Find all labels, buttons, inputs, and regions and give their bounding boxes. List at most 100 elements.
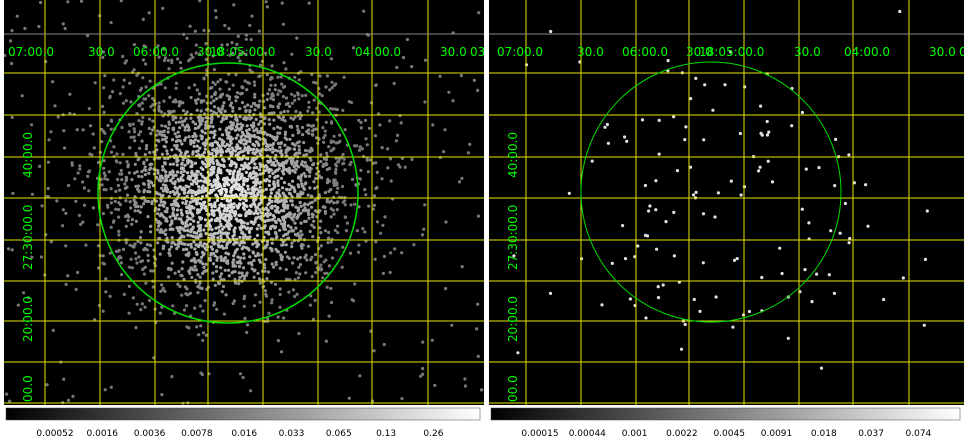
source-dot bbox=[201, 271, 205, 275]
source-dot bbox=[133, 139, 137, 143]
source-dot bbox=[294, 167, 298, 171]
source-dot bbox=[243, 146, 247, 150]
source-dot bbox=[249, 261, 253, 265]
source-dot bbox=[195, 173, 199, 177]
source-dot bbox=[177, 120, 182, 124]
source-dot bbox=[714, 295, 718, 299]
source-dot bbox=[232, 254, 236, 258]
source-dot bbox=[293, 232, 297, 237]
source-dot bbox=[158, 203, 162, 207]
source-dot bbox=[207, 223, 212, 227]
source-dot bbox=[229, 190, 233, 194]
source-dot bbox=[147, 94, 151, 98]
source-dot bbox=[269, 280, 274, 284]
source-dot bbox=[258, 172, 263, 176]
source-dot bbox=[337, 160, 341, 164]
source-dot bbox=[127, 311, 131, 315]
source-dot bbox=[770, 180, 775, 184]
source-dot bbox=[295, 159, 299, 163]
source-dot bbox=[259, 217, 263, 221]
source-dot bbox=[149, 105, 153, 109]
source-dot bbox=[242, 221, 246, 225]
source-dot bbox=[134, 205, 138, 209]
source-dot bbox=[215, 256, 219, 260]
source-dot bbox=[173, 271, 177, 275]
source-dot bbox=[90, 153, 94, 157]
source-dot bbox=[144, 147, 148, 151]
source-dot bbox=[175, 147, 179, 151]
source-dot bbox=[512, 254, 516, 258]
source-dot bbox=[160, 186, 164, 190]
source-dot bbox=[234, 136, 238, 140]
source-dot bbox=[270, 301, 274, 305]
source-dot bbox=[279, 141, 283, 145]
source-dot bbox=[256, 252, 260, 256]
source-dot bbox=[142, 44, 146, 48]
source-dot bbox=[100, 127, 104, 131]
source-dot bbox=[268, 198, 272, 202]
source-dot bbox=[191, 179, 195, 183]
source-dot bbox=[22, 291, 26, 295]
source-dot bbox=[335, 201, 339, 205]
source-dot bbox=[187, 269, 191, 273]
source-dot bbox=[300, 125, 305, 130]
source-dot bbox=[296, 276, 300, 280]
source-dot bbox=[281, 191, 285, 195]
source-dot bbox=[79, 0, 84, 3]
source-dot bbox=[185, 325, 189, 329]
source-dot bbox=[10, 61, 14, 66]
region-circle bbox=[97, 62, 359, 324]
source-dot bbox=[242, 142, 246, 146]
source-dot bbox=[291, 117, 296, 121]
source-dot bbox=[304, 271, 308, 275]
source-dot bbox=[268, 143, 272, 147]
source-dot bbox=[226, 261, 230, 265]
source-dot bbox=[225, 133, 229, 137]
source-dot bbox=[253, 83, 257, 87]
source-dot bbox=[173, 180, 177, 184]
source-dot bbox=[214, 265, 219, 269]
source-dot bbox=[320, 176, 324, 180]
source-dot bbox=[287, 182, 291, 186]
source-dot bbox=[145, 158, 149, 162]
source-dot bbox=[735, 257, 739, 261]
source-dot bbox=[364, 137, 368, 141]
source-dot bbox=[114, 159, 118, 163]
source-dot bbox=[222, 257, 227, 261]
source-dot bbox=[146, 199, 150, 204]
source-dot bbox=[157, 178, 162, 182]
ra-label: 18:05:00.0 bbox=[210, 45, 275, 59]
source-dot bbox=[247, 211, 251, 216]
source-dot bbox=[241, 266, 246, 270]
source-dot bbox=[159, 221, 163, 226]
source-dot bbox=[155, 148, 159, 152]
source-dot bbox=[275, 168, 279, 172]
source-dot bbox=[242, 277, 246, 281]
source-dot bbox=[199, 204, 204, 208]
source-dot bbox=[166, 175, 170, 179]
source-dot bbox=[163, 145, 167, 149]
source-dot bbox=[202, 242, 206, 246]
source-dot bbox=[359, 126, 363, 130]
source-dot bbox=[30, 123, 34, 127]
source-dot bbox=[227, 204, 231, 208]
source-dot bbox=[333, 228, 337, 232]
source-dot bbox=[193, 122, 198, 126]
source-dot bbox=[116, 249, 120, 253]
source-dot bbox=[359, 120, 363, 125]
source-dot bbox=[258, 162, 262, 166]
source-dot bbox=[161, 164, 165, 169]
source-dot bbox=[7, 247, 11, 251]
source-dot bbox=[277, 188, 281, 192]
source-dot bbox=[196, 179, 200, 183]
source-dot bbox=[827, 273, 831, 277]
source-dot bbox=[218, 203, 222, 207]
source-dot bbox=[386, 147, 390, 151]
source-dot bbox=[297, 332, 301, 336]
source-dot bbox=[233, 210, 238, 214]
ra-label: 06:00.0 bbox=[622, 45, 668, 59]
source-dot bbox=[197, 229, 201, 233]
source-dot bbox=[199, 255, 204, 259]
source-dot bbox=[318, 74, 322, 78]
source-dot bbox=[120, 178, 124, 182]
